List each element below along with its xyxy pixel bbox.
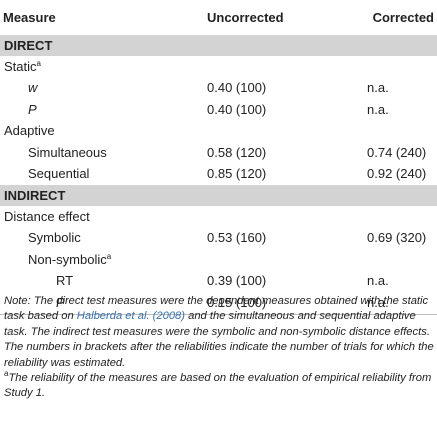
table-notes: Note: The direct test measures were the … — [4, 294, 434, 402]
table-row: Symbolic 0.53 (160) 0.69 (320) — [0, 228, 437, 250]
row-label: Adaptive — [4, 123, 55, 139]
table-row: Statica — [0, 56, 437, 78]
row-label: Simultaneous — [28, 144, 107, 160]
header-corrected: Corrected — [327, 0, 437, 35]
row-label: Statica — [4, 58, 41, 74]
header-uncorrected: Uncorrected — [182, 0, 327, 35]
uncorrected-value: 0.40 (100) — [207, 80, 267, 96]
row-label: P — [0, 292, 182, 315]
row-label: RT — [56, 273, 74, 289]
corrected-value: n.a. — [327, 292, 437, 315]
table-header-row: Measure Uncorrected Corrected — [0, 0, 437, 35]
row-label: Sequential — [28, 166, 90, 182]
footnote-marker: a — [4, 369, 9, 379]
uncorrected-value: 0.53 (160) — [207, 230, 267, 246]
uncorrected-value: 0.58 (120) — [207, 144, 267, 160]
table-row: P 0.40 (100) n.a. — [0, 99, 437, 121]
row-label: Non-symbolica — [28, 251, 112, 267]
table-footnote: aThe reliability of the measures are bas… — [4, 369, 432, 400]
corrected-value: 0.92 (240) — [367, 166, 427, 182]
table-row: Non-symbolica — [0, 249, 437, 271]
corrected-value: 0.74 (240) — [367, 144, 427, 160]
reliability-table: Measure Uncorrected Corrected DIRECT Sta… — [0, 0, 437, 315]
header-measure: Measure — [0, 0, 182, 35]
footnote-marker: a — [106, 251, 112, 261]
table-row: w 0.40 (100) n.a. — [0, 78, 437, 100]
citation-link[interactable]: Halberda et al. (2008) — [76, 310, 185, 323]
uncorrected-value: 0.85 (120) — [207, 166, 267, 182]
corrected-value: 0.69 (320) — [367, 230, 427, 246]
table-row: Distance effect — [0, 206, 437, 228]
table-row: Adaptive — [0, 121, 437, 143]
row-label: Distance effect — [4, 208, 90, 224]
uncorrected-value: 0.39 (100) — [207, 273, 267, 289]
row-label: P — [28, 101, 37, 117]
table-row: P 0.15 (100) n.a. — [0, 292, 437, 315]
corrected-value: n.a. — [367, 273, 389, 289]
section-title-indirect: INDIRECT — [0, 185, 437, 206]
uncorrected-value: 0.15 (100) — [182, 292, 327, 315]
corrected-value: n.a. — [367, 101, 389, 117]
row-label: w — [28, 80, 38, 96]
row-label: Symbolic — [28, 230, 81, 246]
corrected-value: n.a. — [367, 80, 389, 96]
section-direct: DIRECT — [0, 35, 437, 56]
section-indirect: INDIRECT — [0, 185, 437, 206]
table-row: Simultaneous 0.58 (120) 0.74 (240) — [0, 142, 437, 164]
table-note: Note: The direct test measures were the … — [4, 295, 434, 369]
uncorrected-value: 0.40 (100) — [207, 101, 267, 117]
table-row: Sequential 0.85 (120) 0.92 (240) — [0, 164, 437, 186]
footnote-marker: a — [36, 58, 41, 68]
table-row: RT 0.39 (100) n.a. — [0, 271, 437, 293]
section-title-direct: DIRECT — [0, 35, 437, 56]
